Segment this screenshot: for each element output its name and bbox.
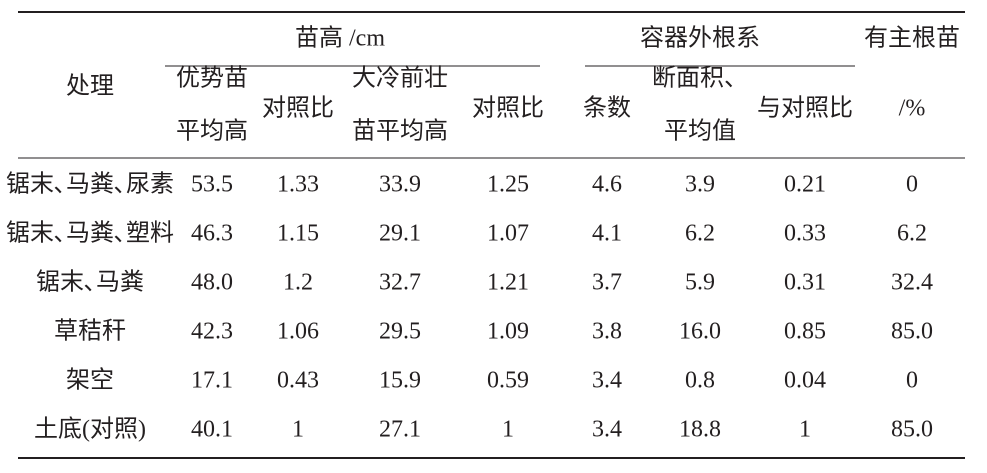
- cell: 0: [906, 172, 918, 198]
- cell: 85.0: [891, 417, 933, 443]
- cell: 1.33: [277, 172, 319, 198]
- row-label: 土底(对照): [34, 416, 146, 443]
- cell: 1.15: [277, 221, 319, 247]
- cell: 29.5: [379, 319, 421, 345]
- cell: 3.9: [685, 172, 715, 198]
- cell: 48.0: [191, 270, 233, 296]
- row-label: 架空: [66, 367, 114, 394]
- cell: 0.33: [784, 221, 826, 247]
- cell: 4.6: [592, 172, 622, 198]
- cell: 42.3: [191, 319, 233, 345]
- cell: 1: [502, 417, 514, 443]
- cell: 0.43: [277, 368, 319, 394]
- cell: 3.4: [592, 368, 622, 394]
- cell: 0.85: [784, 319, 826, 345]
- row-label: 锯末､马粪､尿素: [6, 171, 174, 198]
- cell: 1: [799, 417, 811, 443]
- cell: 27.1: [379, 417, 421, 443]
- column-header: 大冷前壮: [352, 65, 448, 92]
- column-header: 断面积、: [652, 65, 748, 92]
- cell: 32.4: [891, 270, 933, 296]
- cell: 3.4: [592, 417, 622, 443]
- row-label: 草秸秆: [54, 318, 126, 345]
- cell: 0.59: [487, 368, 529, 394]
- cell: 6.2: [685, 221, 715, 247]
- column-header: 平均高: [176, 118, 248, 145]
- group-header: 有主根苗: [864, 25, 960, 52]
- cell: 5.9: [685, 270, 715, 296]
- column-header: 与对照比: [757, 95, 853, 122]
- cell: 4.1: [592, 221, 622, 247]
- cell: 3.7: [592, 270, 622, 296]
- cell: 40.1: [191, 417, 233, 443]
- cell: 0.8: [685, 368, 715, 394]
- cell: 16.0: [679, 319, 721, 345]
- cell: 53.5: [191, 172, 233, 198]
- group-header: 容器外根系: [640, 25, 760, 52]
- cell: 29.1: [379, 221, 421, 247]
- cell: 1.06: [277, 319, 319, 345]
- row-label: 锯末､马粪､塑料: [6, 220, 174, 247]
- cell: 0.21: [784, 172, 826, 198]
- cell: 33.9: [379, 172, 421, 198]
- column-header: 条数: [583, 95, 631, 122]
- column-header: 对照比: [262, 95, 334, 122]
- cell: 1.21: [487, 270, 529, 296]
- column-header: 平均值: [664, 118, 736, 145]
- cell: 1.2: [283, 270, 313, 296]
- cell: 0.04: [784, 368, 826, 394]
- cell: 1.07: [487, 221, 529, 247]
- cell: 0.31: [784, 270, 826, 296]
- cell: 46.3: [191, 221, 233, 247]
- column-header: 对照比: [472, 95, 544, 122]
- row-label-header: 处理: [66, 73, 114, 100]
- cell: 17.1: [191, 368, 233, 394]
- cell: 15.9: [379, 368, 421, 394]
- cell: 32.7: [379, 270, 421, 296]
- group-header: 苗高 /cm: [295, 25, 385, 52]
- column-header: 优势苗: [176, 65, 248, 92]
- cell: 1.09: [487, 319, 529, 345]
- cell: 85.0: [891, 319, 933, 345]
- column-header: 苗平均高: [352, 118, 448, 145]
- cell: 1.25: [487, 172, 529, 198]
- cell: 6.2: [897, 221, 927, 247]
- cell: 0: [906, 368, 918, 394]
- cell: 1: [292, 417, 304, 443]
- column-header: /%: [899, 96, 926, 122]
- cell: 3.8: [592, 319, 622, 345]
- row-label: 锯末､马粪: [36, 269, 144, 296]
- cell: 18.8: [679, 417, 721, 443]
